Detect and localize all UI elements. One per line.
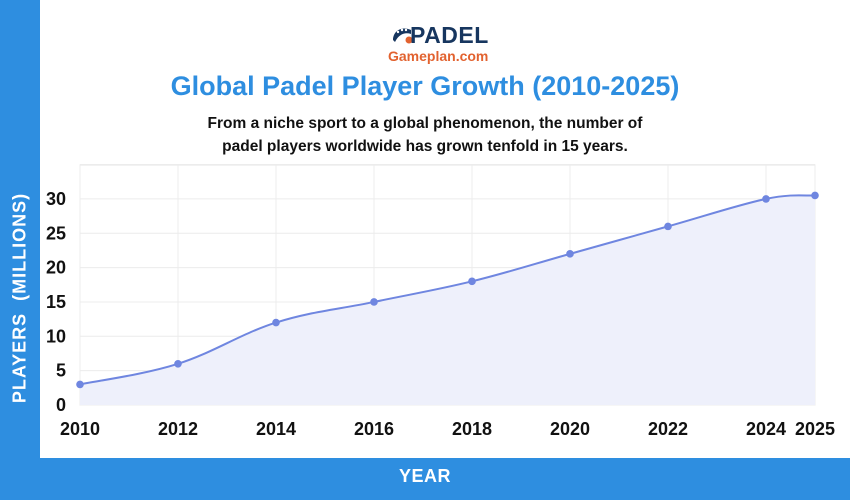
x-tick-2022: 2022 <box>648 419 688 439</box>
x-tick-2018: 2018 <box>452 419 492 439</box>
data-line <box>79 194 816 386</box>
x-tick-2024: 2024 <box>746 419 786 439</box>
y-tick-5: 5 <box>56 361 66 381</box>
data-point-2010 <box>76 380 84 389</box>
data-point-2025 <box>811 191 819 200</box>
data-points <box>76 191 819 389</box>
y-tick-0: 0 <box>56 395 66 415</box>
padel-racket-ball-icon <box>393 28 413 44</box>
data-point-2016 <box>370 298 378 306</box>
subtitle-line-2: padel players worldwide has grown tenfol… <box>222 138 628 155</box>
logo-wordmark: PADEL <box>410 22 489 48</box>
y-tick-20: 20 <box>46 258 66 278</box>
x-tick-2012: 2012 <box>158 419 198 439</box>
x-tick-2016: 2016 <box>354 419 394 439</box>
y-tick-15: 15 <box>46 292 66 312</box>
left-accent-band <box>0 0 40 500</box>
chart-subtitle: From a niche sport to a global phenomeno… <box>0 112 850 158</box>
data-point-2014 <box>272 318 280 327</box>
data-point-2020 <box>566 250 574 258</box>
x-tick-2020: 2020 <box>550 419 590 439</box>
subtitle-line-1: From a niche sport to a global phenomeno… <box>207 115 643 132</box>
x-tick-2010: 2010 <box>60 419 100 439</box>
x-tick-2025: 2025 <box>795 419 835 439</box>
chart-title: Global Padel Player Growth (2010-2025) <box>170 71 680 101</box>
data-point-2022 <box>664 222 672 231</box>
data-point-2012 <box>174 359 182 368</box>
y-tick-25: 25 <box>46 223 66 243</box>
logo-subtext: Gameplan.com <box>388 48 489 64</box>
data-point-2024 <box>762 195 770 203</box>
y-axis-ticks: 0 5 10 15 20 25 30 <box>46 189 66 415</box>
y-tick-10: 10 <box>46 326 66 346</box>
bottom-accent-band <box>0 458 850 500</box>
brand-logo: PADEL Gameplan.com <box>388 22 518 66</box>
x-axis-ticks: 2010 2012 2014 2016 2018 2020 2022 2024 2025 <box>60 419 835 439</box>
y-tick-30: 30 <box>46 189 66 209</box>
x-tick-2014: 2014 <box>256 419 296 439</box>
x-axis-label: YEAR <box>398 466 451 486</box>
area-fill <box>80 195 815 405</box>
data-point-2018 <box>468 277 476 286</box>
